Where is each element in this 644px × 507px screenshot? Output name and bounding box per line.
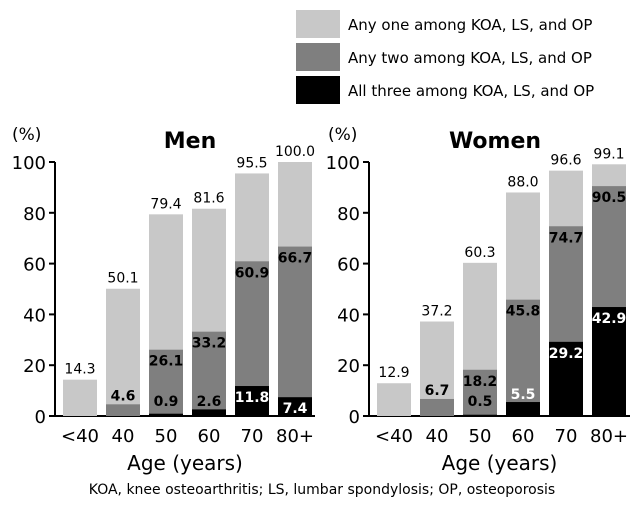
bar-2-3 (506, 299, 540, 416)
x-tick-label: 60 (512, 426, 535, 447)
data-label-1-5: 99.1 (593, 146, 624, 162)
x-tick-label: 50 (155, 426, 178, 447)
legend-label-1: Any one among KOA, LS, and OP (348, 16, 592, 34)
bar-2-5 (278, 246, 312, 416)
bar-2-2 (463, 369, 497, 416)
x-tick-label: 70 (555, 426, 578, 447)
data-label-2-5: 90.5 (592, 190, 627, 206)
x-tick-label: 60 (198, 426, 221, 447)
data-label-2-1: 6.7 (425, 383, 450, 399)
y-tick-label: 40 (337, 305, 360, 326)
y-tick-label: 80 (337, 204, 360, 225)
x-tick-label: 50 (469, 426, 492, 447)
panel-men: 0 20 40 60 80 100 (%) Men 14.3 <40 50.1 4.6 40 79.4 26… (12, 125, 315, 475)
y-tick-label: 100 (12, 153, 46, 174)
data-label-2-4: 60.9 (235, 265, 270, 281)
bar-3-2 (149, 413, 183, 416)
bar-3-3 (506, 402, 540, 416)
legend-label-3: All three among KOA, LS, and OP (348, 82, 594, 100)
y-tick-label: 20 (23, 356, 46, 377)
legend-swatch-1 (296, 10, 340, 38)
panel-women: 0 20 40 60 80 100 (%) Women 12.9 <40 37.2 6.7 40 60.3… (326, 125, 630, 475)
footnote: KOA, knee osteoarthritis; LS, lumbar spo… (89, 482, 555, 498)
bar-2-3 (192, 331, 226, 416)
data-label-1-2: 60.3 (464, 245, 495, 261)
data-label-3-4: 29.2 (549, 346, 584, 362)
x-axis-label: Age (years) (442, 451, 558, 475)
legend-swatch-3 (296, 76, 340, 104)
y-tick-label: 0 (35, 407, 46, 428)
y-tick-label: 0 (349, 407, 360, 428)
y-tick-label: 60 (23, 255, 46, 276)
bar-1-0 (63, 379, 97, 416)
data-label-3-5: 7.4 (283, 401, 308, 417)
legend-swatch-2 (296, 43, 340, 71)
y-tick-label: 60 (337, 255, 360, 276)
x-tick-label: 40 (426, 426, 449, 447)
data-label-2-2: 18.2 (463, 374, 498, 390)
chart-title: Women (449, 129, 541, 154)
bar-3-4 (549, 341, 583, 416)
y-axis-label: (%) (12, 125, 41, 145)
x-tick-label: 80+ (276, 426, 314, 447)
bar-2-1 (420, 398, 454, 416)
x-tick-label: 80+ (590, 426, 628, 447)
bar-3-5 (278, 397, 312, 416)
y-tick-label: 80 (23, 204, 46, 225)
data-label-2-3: 45.8 (506, 304, 541, 320)
bar-2-1 (106, 404, 140, 416)
data-label-1-1: 50.1 (107, 271, 138, 287)
data-label-1-1: 37.2 (421, 304, 452, 320)
legend-label-2: Any two among KOA, LS, and OP (348, 49, 592, 67)
data-label-2-5: 66.7 (278, 251, 313, 267)
x-tick-label: 70 (241, 426, 264, 447)
data-label-2-3: 33.2 (192, 336, 227, 352)
data-label-3-4: 11.8 (235, 390, 270, 406)
y-tick-label: 100 (326, 153, 360, 174)
data-label-3-2: 0.9 (154, 394, 179, 410)
data-label-2-1: 4.6 (111, 388, 136, 404)
data-label-3-5: 42.9 (592, 311, 627, 327)
bar-2-2 (149, 349, 183, 416)
data-label-1-2: 79.4 (150, 196, 181, 212)
bar-1-1 (106, 288, 140, 416)
data-label-3-3: 2.6 (197, 394, 222, 410)
x-tick-label: <40 (375, 426, 413, 447)
data-label-3-3: 5.5 (511, 387, 536, 403)
data-label-1-0: 12.9 (378, 365, 409, 381)
data-label-1-0: 14.3 (64, 362, 95, 378)
data-label-1-3: 88.0 (507, 174, 538, 190)
data-label-2-2: 26.1 (149, 354, 184, 370)
y-axis-label: (%) (328, 125, 357, 145)
bar-1-0 (377, 383, 411, 416)
data-label-1-4: 96.6 (550, 153, 581, 169)
x-tick-label: 40 (112, 426, 135, 447)
data-label-1-3: 81.6 (193, 191, 224, 207)
data-label-2-4: 74.7 (549, 230, 584, 246)
x-axis-label: Age (years) (127, 451, 243, 475)
data-label-1-4: 95.5 (236, 155, 267, 171)
y-tick-label: 40 (23, 305, 46, 326)
data-label-1-5: 100.0 (275, 144, 315, 160)
x-tick-label: <40 (61, 426, 99, 447)
bar-3-2 (463, 414, 497, 416)
bar-3-5 (592, 307, 626, 416)
data-label-3-2: 0.5 (468, 394, 493, 410)
bar-3-4 (235, 386, 269, 416)
bar-3-3 (192, 409, 226, 416)
y-tick-label: 20 (337, 356, 360, 377)
chart-title: Men (164, 129, 216, 154)
